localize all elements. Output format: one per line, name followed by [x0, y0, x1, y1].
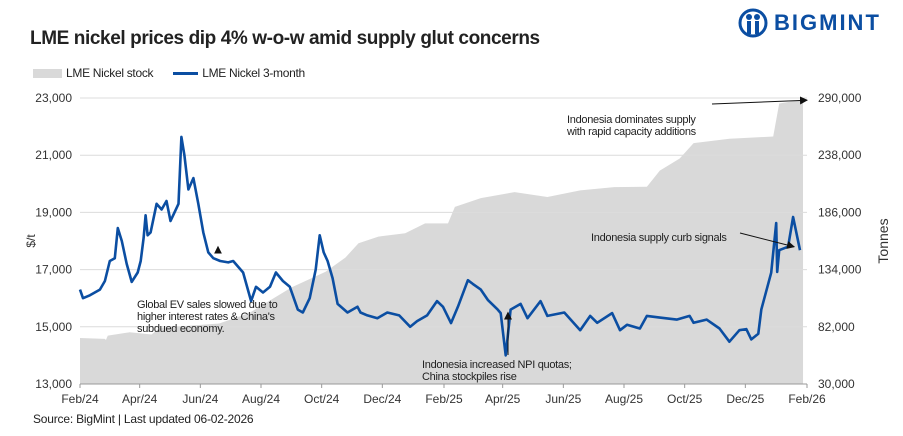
legend-swatch-price — [173, 71, 199, 75]
y-tick-label: 23,000 — [35, 91, 72, 105]
x-tick-label: Feb/25 — [425, 392, 463, 406]
annotation-text: with rapid capacity additions — [566, 126, 697, 138]
y-axis-title: $/t — [24, 234, 38, 248]
legend: LME Nickel stock LME Nickel 3-month — [33, 66, 305, 80]
y2-tick-label: 186,000 — [818, 205, 862, 219]
x-tick-label: Aug/25 — [605, 392, 643, 406]
y-tick-label: 15,000 — [35, 320, 72, 334]
annotation-arrow — [711, 96, 808, 105]
annotation-text: Global EV sales slowed due to — [137, 299, 278, 311]
x-tick-label: Apr/25 — [485, 392, 521, 406]
price-line — [78, 135, 802, 357]
annotation-text: higher interest rates & China's — [137, 311, 276, 323]
x-tick-label: Feb/26 — [788, 392, 826, 406]
annotation-text: Indonesia supply curb signals — [591, 232, 727, 244]
annotation-text: Indonesia increased NPI quotas; — [422, 359, 572, 371]
x-tick-label: Oct/25 — [667, 392, 703, 406]
y2-tick-label: 134,000 — [818, 263, 862, 277]
y2-tick-label: 238,000 — [818, 148, 862, 162]
y2-axis-title: Tonnes — [875, 218, 891, 263]
x-tick-label: Dec/25 — [726, 392, 764, 406]
y2-tick-label: 30,000 — [818, 377, 855, 391]
chart-title: LME nickel prices dip 4% w-o-w amid supp… — [30, 28, 540, 49]
x-tick-label: Dec/24 — [363, 392, 401, 406]
x-tick-label: Jun/25 — [545, 392, 581, 406]
y-tick-label: 19,000 — [35, 205, 72, 219]
annotation-text: subdued economy. — [137, 323, 225, 335]
x-tick-label: Oct/24 — [304, 392, 340, 406]
x-tick-label: Jun/24 — [182, 392, 218, 406]
y-tick-label: 13,000 — [35, 377, 72, 391]
y2-tick-label: 82,000 — [818, 320, 855, 334]
legend-label-stock: LME Nickel stock — [66, 66, 154, 80]
annotation-text: Indonesia dominates supply — [567, 114, 696, 126]
x-tick-label: Feb/24 — [61, 392, 99, 406]
source-note: Source: BigMint | Last updated 06-02-202… — [33, 412, 254, 426]
annotation-arrow — [739, 232, 796, 249]
annotation-text: China stockpiles rise — [422, 371, 517, 383]
x-tick-label: Apr/24 — [122, 392, 158, 406]
legend-label-price: LME Nickel 3-month — [202, 66, 305, 80]
bigmint-logo: BIGMINT — [738, 8, 881, 38]
y-tick-label: 17,000 — [35, 263, 72, 277]
stock-area — [80, 100, 804, 384]
bigmint-logo-text: BIGMINT — [774, 10, 881, 35]
x-tick-label: Aug/24 — [242, 392, 280, 406]
y-tick-label: 21,000 — [35, 148, 72, 162]
legend-swatch-stock — [33, 68, 62, 78]
bigmint-logo-icon — [738, 8, 768, 38]
y2-tick-label: 290,000 — [818, 91, 862, 105]
